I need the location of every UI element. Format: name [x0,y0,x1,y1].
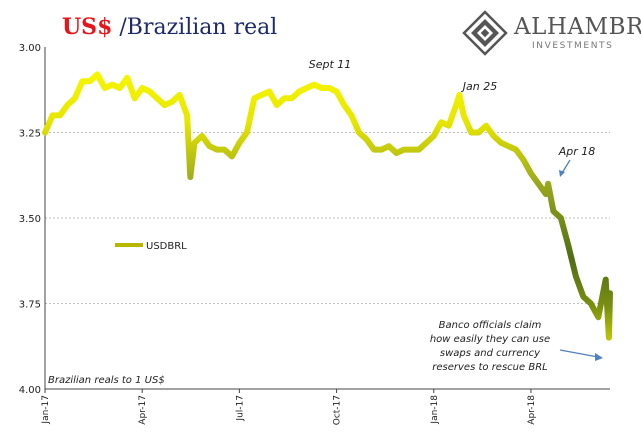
note-line: reserves to rescue BRL [432,362,547,373]
legend-label-usdbrl: USDBRL [146,241,187,252]
y-tick-label: 4.00 [19,385,41,396]
y-tick-label: 3.75 [19,300,41,311]
note-line: swaps and currency [440,348,541,359]
y-tick-label: 3.50 [19,214,41,225]
title-usd: US$ [62,14,113,40]
arrowhead-icon [559,170,565,177]
y-tick-label: 3.25 [19,129,41,140]
annotation-label: Jan 25 [461,80,497,93]
x-tick-label: Jan-18 [430,395,440,425]
x-tick-label: Jul-17 [235,395,245,422]
x-tick-label: Apr-18 [527,395,537,425]
x-tick-label: Oct-17 [333,395,343,425]
note-line: Banco officials claim [439,320,542,331]
note-arrow [559,349,599,358]
y-tick-label: 3.00 [19,43,41,54]
x-tick-label: Jan-17 [41,395,51,425]
note-line: how easily they can use [430,334,550,345]
annotation-label: Apr 18 [558,145,596,158]
y-axis-label: Brazilian reals to 1 US$ [48,375,165,386]
arrowhead-icon [595,353,603,361]
logo-diamond-icon [462,10,508,56]
logo-subtitle: INVESTMENTS [532,41,614,51]
series-line-usdbrl [42,71,613,341]
alhambra-logo: ALHAMBRA INVESTMENTS [462,10,641,56]
title-brl: /Brazilian real [112,15,278,40]
logo-name: ALHAMBRA [514,14,641,40]
annotation-arrow-apr18 [561,159,571,174]
chart-title: US$ /Brazilian real [62,14,277,40]
x-tick-label: Apr-17 [138,395,148,425]
annotation-label: Sept 11 [309,58,352,71]
